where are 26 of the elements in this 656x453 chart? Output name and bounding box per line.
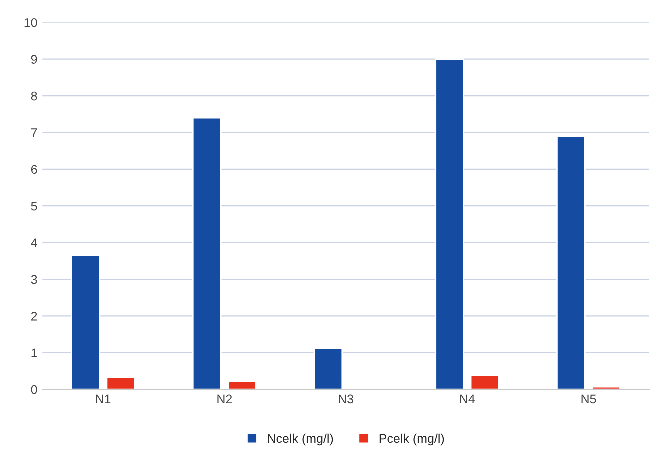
y-tick-label: 7 — [31, 128, 38, 138]
y-tick-label: 9 — [31, 55, 38, 64]
y-tick-label: 0 — [31, 385, 38, 394]
bar — [556, 136, 586, 390]
x-tick-label: N1 — [96, 394, 111, 404]
y-tick-label: 8 — [31, 92, 38, 101]
y-tick-label: 1 — [32, 348, 38, 358]
y-tick-label: 10 — [24, 18, 38, 28]
bar — [192, 117, 222, 390]
x-tick-label: N3 — [339, 394, 354, 404]
y-tick-label: 3 — [31, 275, 38, 284]
x-tick-label: N4 — [460, 394, 476, 404]
bar — [228, 380, 257, 390]
bar — [106, 377, 136, 390]
x-tick-label: N5 — [582, 394, 596, 404]
y-tick-label: 2 — [31, 312, 38, 321]
legend-label: Ncelk (mg/l) — [268, 434, 334, 446]
bar — [314, 348, 344, 390]
legend-label: Pcelk (mg/l) — [380, 434, 444, 446]
bar — [470, 374, 500, 390]
y-tick-label: 6 — [31, 165, 38, 174]
bar — [435, 58, 464, 390]
bar — [71, 254, 100, 390]
x-tick-label: N2 — [218, 394, 232, 404]
y-tick-label: 4 — [31, 238, 38, 248]
y-tick-label: 5 — [31, 202, 38, 211]
